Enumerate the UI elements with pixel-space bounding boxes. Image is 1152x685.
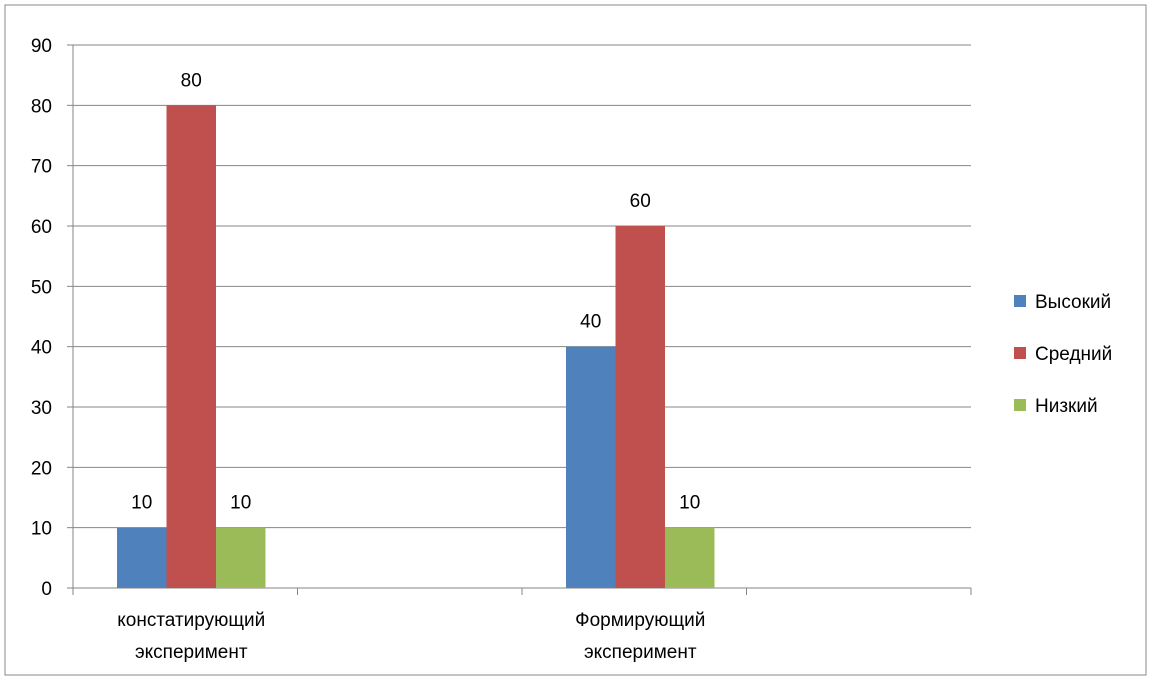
x-axis: констатирующий эксперимент Формирующий эксп… — [72, 587, 972, 663]
y-tick-label: 50 — [31, 277, 52, 298]
data-label: 10 — [131, 493, 152, 514]
data-label: 60 — [630, 191, 651, 212]
data-label: 10 — [679, 493, 700, 514]
bar — [117, 527, 167, 588]
y-tick-label: 60 — [31, 217, 52, 238]
y-tick-label: 90 — [31, 36, 52, 57]
bar — [566, 346, 616, 588]
x-category-label: констатирующий эксперимент — [117, 610, 265, 663]
data-label: 80 — [181, 70, 202, 91]
legend-label: Низкий — [1035, 396, 1098, 417]
bar — [665, 527, 715, 588]
y-tick-label: 10 — [31, 519, 52, 540]
y-tick-label: 70 — [31, 157, 52, 178]
x-category-label: Формирующий эксперимент — [575, 610, 705, 663]
legend: Высокий Средний Низкий — [1014, 292, 1112, 417]
bar — [166, 105, 216, 588]
data-label: 40 — [580, 312, 601, 333]
y-tick-label: 80 — [31, 96, 52, 117]
y-tick-label: 30 — [31, 398, 52, 419]
legend-swatch — [1014, 295, 1026, 307]
legend-label: Средний — [1035, 344, 1112, 365]
bar-series-group — [117, 105, 715, 588]
bar — [216, 527, 266, 588]
legend-swatch — [1014, 347, 1026, 359]
y-tick-label: 0 — [41, 579, 52, 600]
y-axis: 0 10 20 30 40 50 60 70 80 90 — [31, 36, 74, 600]
bar — [615, 226, 665, 588]
data-label: 10 — [230, 493, 251, 514]
legend-label: Высокий — [1035, 292, 1111, 313]
legend-swatch — [1014, 399, 1026, 411]
y-tick-label: 40 — [31, 338, 52, 359]
data-labels: 10 80 10 40 60 10 — [131, 70, 700, 513]
y-tick-label: 20 — [31, 458, 52, 479]
